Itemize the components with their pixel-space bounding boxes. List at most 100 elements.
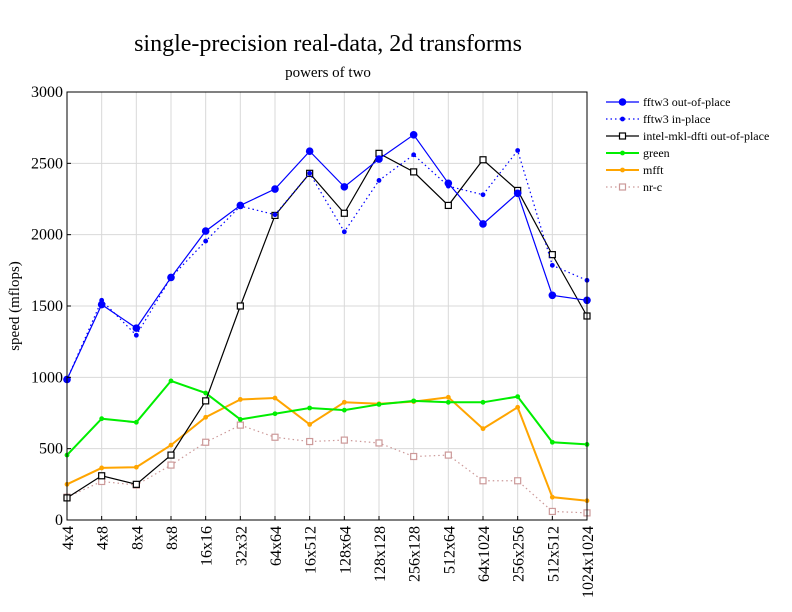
data-point (272, 212, 278, 218)
x-tick-label: 256x256 (511, 526, 528, 582)
x-tick-label: 8x4 (129, 526, 146, 550)
data-point (479, 220, 487, 228)
chart-title: single-precision real-data, 2d transform… (134, 31, 522, 57)
x-tick-label: 4x4 (60, 526, 77, 550)
x-tick-label: 512x64 (441, 526, 458, 574)
data-point (375, 155, 383, 163)
data-point (99, 465, 105, 471)
series-line (66, 396, 588, 502)
legend-entry: mfft (606, 163, 664, 177)
data-point (168, 378, 174, 384)
legend-entry: intel-mkl-dfti out-of-place (606, 129, 769, 143)
data-point (306, 437, 314, 446)
data-point (201, 227, 210, 235)
data-point (549, 262, 555, 268)
data-point (410, 452, 418, 461)
data-point (376, 402, 382, 407)
data-point (132, 480, 140, 488)
data-point (132, 324, 141, 332)
data-point (271, 433, 279, 441)
data-point (307, 170, 313, 176)
x-tick-label: 64x64 (268, 526, 285, 566)
legend-marker (620, 167, 625, 173)
data-point (272, 395, 278, 401)
series-2 (64, 148, 590, 382)
data-point (341, 399, 347, 405)
data-point (411, 152, 417, 158)
y-ticks: 0 500 1000 1500 2000 2500 3000 (31, 84, 71, 529)
data-point (445, 394, 451, 400)
x-tick-label: 8x8 (164, 526, 181, 550)
y-tick-label: 3000 (31, 84, 63, 101)
data-point (548, 251, 556, 259)
data-point (203, 238, 209, 244)
data-point (236, 421, 244, 429)
data-point (548, 291, 557, 300)
data-point (340, 209, 348, 217)
data-point (133, 332, 139, 338)
data-point (410, 168, 418, 176)
grid (66, 91, 588, 521)
data-point (340, 436, 348, 444)
x-tick-label: 64x1024 (476, 526, 493, 582)
data-point (167, 451, 175, 459)
data-point (549, 494, 555, 500)
data-point (168, 442, 174, 448)
legend-marker (618, 132, 627, 140)
legend-marker (618, 98, 627, 106)
data-point (444, 451, 452, 459)
y-tick-label: 500 (39, 441, 63, 458)
series-line (66, 379, 588, 456)
legend-marker (618, 183, 627, 191)
series-line (66, 149, 588, 380)
series-6 (63, 421, 591, 517)
x-ticks: 4x4 4x8 8x4 8x8 16x16 32x32 64x64 16x512 128x64 1… (60, 516, 597, 598)
legend-label: fftw3 in-place (643, 112, 710, 126)
y-tick-label: 1500 (31, 298, 63, 315)
legend-label: mfft (643, 163, 664, 177)
data-point (133, 419, 139, 425)
data-point (409, 131, 418, 139)
data-point (515, 394, 521, 399)
series-4 (64, 378, 590, 458)
data-point (98, 477, 106, 486)
series-line (66, 133, 588, 380)
data-point (548, 507, 556, 516)
data-point (480, 192, 486, 198)
data-point (307, 422, 313, 427)
y-axis-label: speed (mflops) (7, 261, 23, 351)
x-tick-label: 512x512 (545, 526, 562, 582)
data-point (203, 390, 209, 396)
legend-label: nr-c (643, 180, 662, 194)
data-point (515, 404, 521, 410)
legend-entry: fftw3 in-place (606, 112, 710, 126)
series-line (66, 424, 588, 514)
data-point (272, 411, 278, 417)
data-point (271, 185, 279, 193)
x-tick-label: 4x8 (95, 526, 112, 550)
x-tick-label: 128x64 (337, 526, 354, 574)
data-point (202, 397, 210, 405)
chart-subtitle: powers of two (285, 65, 371, 81)
data-point (549, 439, 555, 445)
data-point (480, 426, 486, 432)
legend-marker (620, 150, 625, 156)
x-tick-label: 128x128 (372, 526, 389, 582)
legend-marker (620, 116, 625, 122)
data-point (202, 438, 210, 446)
data-point (98, 472, 106, 480)
data-point (444, 179, 453, 188)
data-point (237, 397, 243, 402)
data-point (375, 439, 383, 447)
data-point (376, 178, 382, 183)
data-point (341, 407, 347, 413)
data-point (236, 201, 245, 210)
x-tick-label: 16x512 (303, 526, 320, 574)
series-line (66, 152, 588, 499)
legend: fftw3 out-of-place fftw3 in-place intel-mk… (606, 95, 769, 194)
data-point (236, 302, 244, 310)
legend-entry: nr-c (606, 180, 662, 194)
legend-entry: fftw3 out-of-place (606, 95, 730, 109)
data-point (444, 201, 452, 210)
